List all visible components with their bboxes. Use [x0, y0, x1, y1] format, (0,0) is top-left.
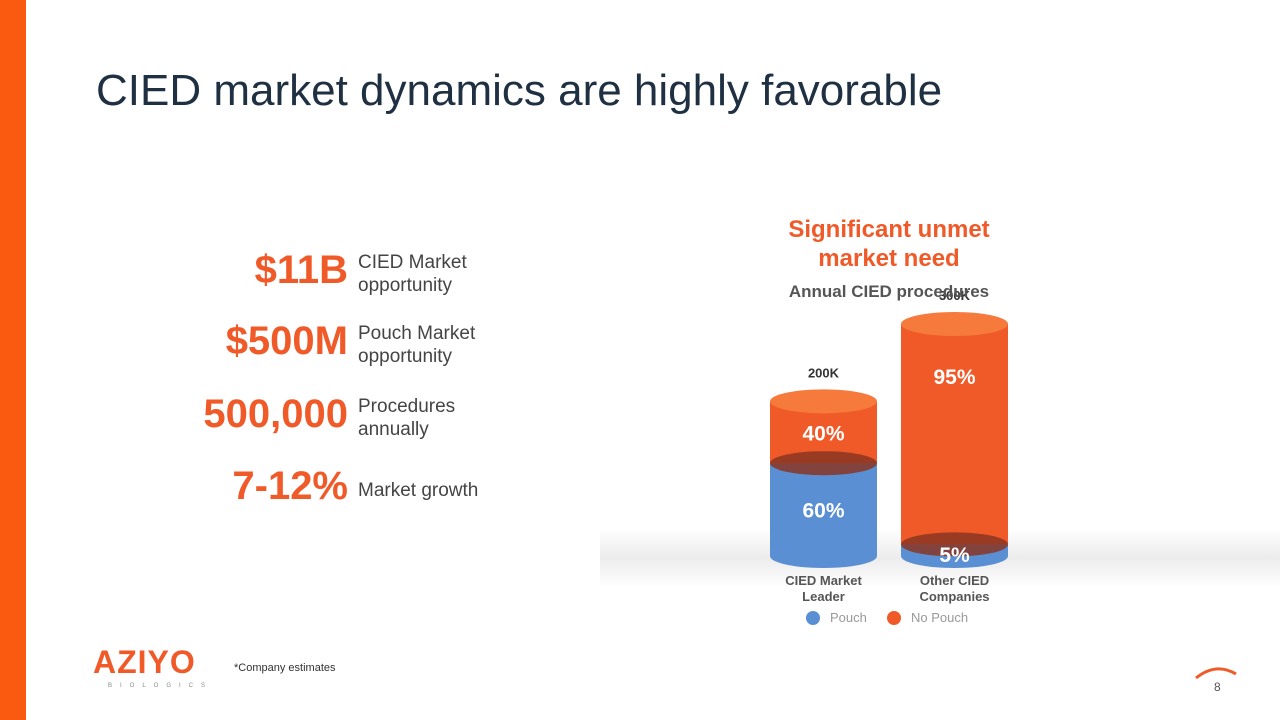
category-label: Other CIED Companies [919, 573, 990, 604]
chart-title: Significant unmet market need [788, 216, 990, 272]
cylinder-segment [901, 324, 1008, 545]
stat-value: $500M [225, 319, 348, 363]
stat-label: CIED Market opportunity [358, 252, 467, 296]
segment-label: 95% [933, 366, 975, 389]
legend-label: Pouch [830, 610, 867, 625]
cylinder-top [770, 389, 877, 414]
legend-label: No Pouch [911, 610, 968, 625]
segment-boundary [901, 532, 1008, 557]
chart-subtitle: Annual CIED procedures [788, 282, 990, 301]
footnote: *Company estimates [234, 662, 336, 674]
side-bar [0, 0, 26, 720]
corner-arc [1195, 667, 1237, 680]
segment-boundary [770, 451, 877, 476]
stat-label: Procedures annually [358, 396, 456, 440]
category-label: CIED Market Leader [785, 573, 862, 604]
total-label: 200K [808, 365, 840, 380]
legend-swatch [806, 611, 820, 625]
slide-title: CIED market dynamics are highly favorabl… [96, 66, 943, 115]
cylinder-top [901, 312, 1008, 336]
segment-label: 40% [802, 422, 844, 445]
page-number: 8 [1214, 680, 1221, 694]
cylinder-segment [770, 463, 877, 556]
total-label: 300K [939, 288, 971, 303]
stat-label: Market growth [358, 479, 479, 501]
stat-value: $11B [254, 248, 348, 292]
segment-label: 5% [939, 544, 970, 567]
stat-value: 500,000 [203, 392, 348, 436]
logo: AZIYO [93, 644, 196, 680]
stat-label: Pouch Market opportunity [358, 323, 476, 367]
legend-swatch [887, 611, 901, 625]
stat-value: 7-12% [232, 464, 348, 508]
segment-label: 60% [802, 500, 844, 523]
logo-tagline: BIOLOGICS [108, 683, 214, 689]
